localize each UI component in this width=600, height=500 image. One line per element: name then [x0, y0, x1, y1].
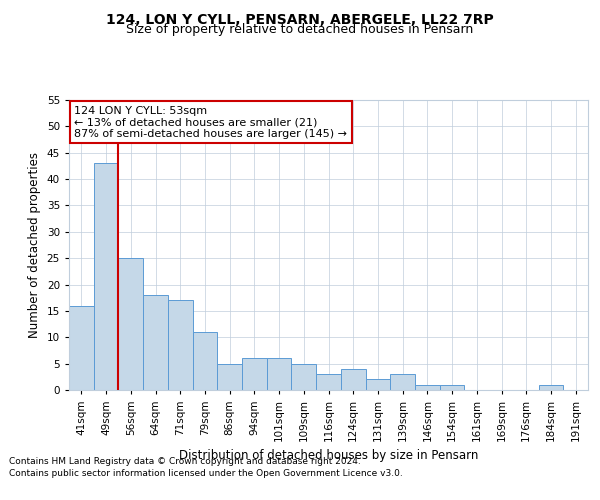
Bar [242, 358, 267, 390]
Bar [316, 374, 341, 390]
Bar [168, 300, 193, 390]
Bar [440, 384, 464, 390]
Bar [193, 332, 217, 390]
Bar [365, 380, 390, 390]
X-axis label: Distribution of detached houses by size in Pensarn: Distribution of detached houses by size … [179, 450, 478, 462]
Bar [390, 374, 415, 390]
Bar [341, 369, 365, 390]
Bar [69, 306, 94, 390]
Bar [118, 258, 143, 390]
Text: 124 LON Y CYLL: 53sqm
← 13% of detached houses are smaller (21)
87% of semi-deta: 124 LON Y CYLL: 53sqm ← 13% of detached … [74, 106, 347, 139]
Text: Size of property relative to detached houses in Pensarn: Size of property relative to detached ho… [127, 22, 473, 36]
Bar [143, 295, 168, 390]
Bar [539, 384, 563, 390]
Bar [292, 364, 316, 390]
Bar [94, 164, 118, 390]
Text: 124, LON Y CYLL, PENSARN, ABERGELE, LL22 7RP: 124, LON Y CYLL, PENSARN, ABERGELE, LL22… [106, 12, 494, 26]
Bar [267, 358, 292, 390]
Text: Contains public sector information licensed under the Open Government Licence v3: Contains public sector information licen… [9, 468, 403, 477]
Bar [217, 364, 242, 390]
Y-axis label: Number of detached properties: Number of detached properties [28, 152, 41, 338]
Text: Contains HM Land Registry data © Crown copyright and database right 2024.: Contains HM Land Registry data © Crown c… [9, 458, 361, 466]
Bar [415, 384, 440, 390]
